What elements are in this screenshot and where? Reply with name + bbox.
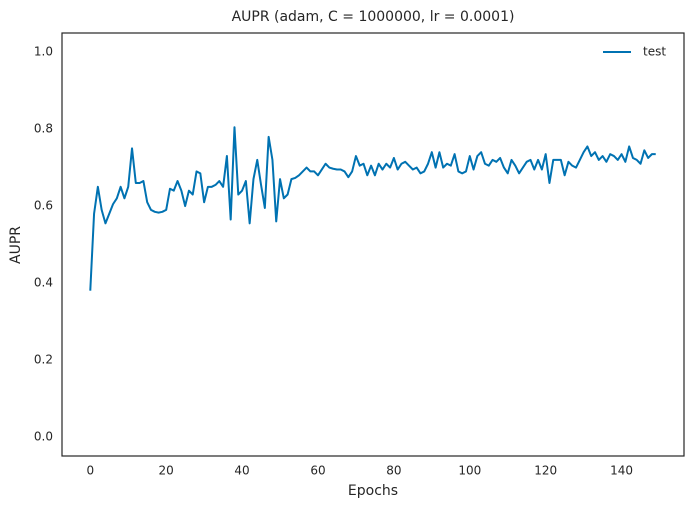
y-tick-label: 0.8: [34, 122, 53, 136]
y-tick-label: 0.2: [34, 352, 53, 366]
x-tick-label: 20: [159, 464, 174, 478]
x-tick-label: 0: [86, 464, 94, 478]
y-axis-label: AUPR: [8, 226, 24, 264]
chart-title: AUPR (adam, C = 1000000, lr = 0.0001): [232, 9, 515, 25]
x-tick-label: 60: [310, 464, 325, 478]
plot-frame: [61, 32, 685, 457]
x-tick-label: 40: [234, 464, 249, 478]
x-tick-label: 100: [458, 464, 481, 478]
x-tick-label: 120: [534, 464, 557, 478]
y-tick-label: 0.6: [34, 199, 53, 213]
x-tick-label: 80: [386, 464, 401, 478]
y-tick-label: 1.0: [34, 45, 53, 59]
data-line: [89, 126, 656, 291]
legend-label: test: [643, 45, 666, 59]
y-tick-label: 0.0: [34, 429, 53, 443]
y-tick-label: 0.4: [34, 275, 53, 289]
x-tick-label: 140: [610, 464, 633, 478]
x-axis-label: Epochs: [348, 483, 398, 499]
